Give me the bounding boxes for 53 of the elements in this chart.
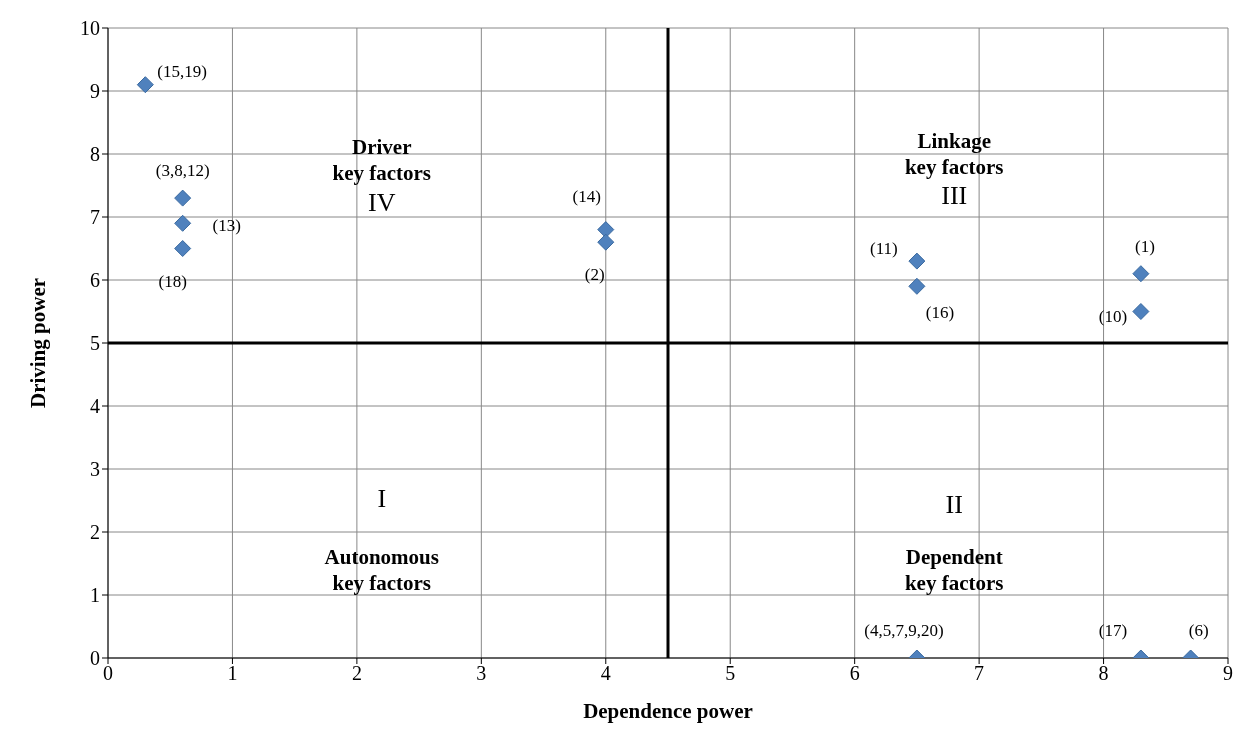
annotation: (6) [1188,621,1209,640]
annotation: (17) [1098,621,1128,640]
annotation: I [377,483,387,513]
point [908,277,926,295]
x-tick-label: 2 [351,662,362,685]
annotation: Autonomous key factors [324,544,439,595]
y-tick-label: 8 [90,143,100,166]
annotation: (16) [925,303,955,323]
annotation: (13) [212,216,241,236]
point [136,76,154,94]
y-tick-label: 10 [80,17,100,40]
x-tick-label: 8 [1098,662,1109,685]
x-tick-label: 4 [600,662,611,685]
y-axis-title: Driving power [26,277,51,409]
point [597,221,615,239]
x-tick-label: 3 [476,662,487,685]
annotation: (14) [572,186,601,206]
x-tick-label: 9 [1223,662,1233,685]
annotation: (3,8,12) [155,161,210,181]
x-axis-title: Dependence power [583,699,753,723]
y-tick-label: 0 [90,647,100,670]
y-tick-label: 2 [90,521,100,544]
annotation: II [945,490,963,520]
x-tick-label: 5 [725,662,736,685]
y-tick-label: 5 [90,332,100,355]
annotation: (10) [1098,306,1128,326]
annotation: (2) [584,265,605,285]
y-tick-label: 3 [90,458,100,481]
y-tick-label: 1 [90,584,100,607]
point [1132,303,1150,320]
point [174,214,192,232]
y-tick-label: 9 [90,80,100,103]
annotation: (11) [870,239,898,259]
annotation: (18) [158,271,187,291]
y-tick-label: 6 [90,269,100,292]
point [174,240,192,257]
annotation: Driver key factors [332,135,432,185]
annotation: (15,19) [157,61,207,81]
x-tick-label: 7 [974,662,985,685]
point [174,189,192,207]
x-tick-label: 6 [849,662,860,685]
y-tick-label: 4 [90,395,100,418]
annotation: (1) [1134,236,1155,256]
y-tick-label: 7 [90,206,100,229]
x-tick-label: 1 [227,662,238,685]
annotation: Dependent key factors [904,544,1004,595]
annotation: IV [368,187,396,217]
point [1132,265,1150,283]
point [597,233,615,251]
annotation: (4,5,7,9,20) [864,621,944,640]
annotation: III [941,181,968,211]
annotation: Linkage key factors [904,128,1004,179]
point [908,252,926,270]
